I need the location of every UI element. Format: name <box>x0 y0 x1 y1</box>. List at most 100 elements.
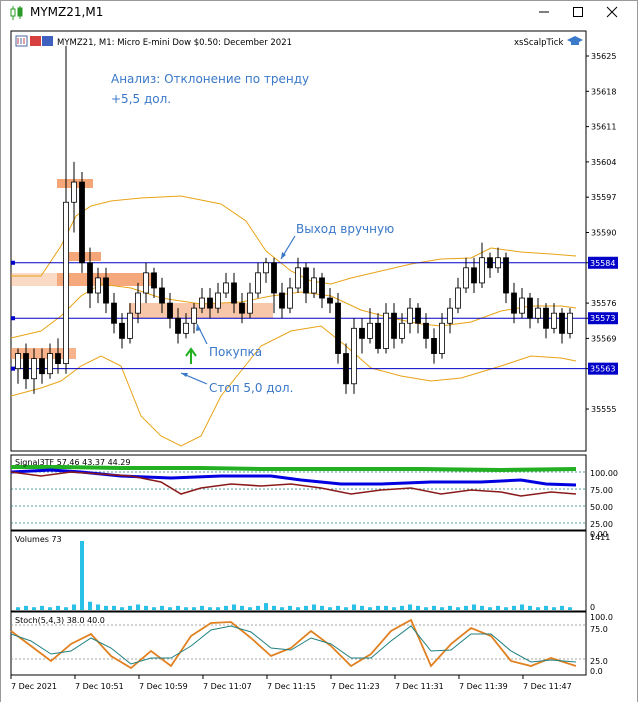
bull-candle <box>15 353 21 370</box>
volume-bar <box>24 605 28 610</box>
chart-type-icon[interactable] <box>15 35 28 47</box>
bull-candle <box>439 322 445 354</box>
time-label: 7 Dec 11:07 <box>203 682 252 691</box>
bear-candle <box>103 277 109 304</box>
volume-bar <box>456 607 460 610</box>
volume-bar <box>328 607 332 610</box>
price-tick-label: 35555 <box>591 405 616 414</box>
bull-candle <box>495 257 501 269</box>
volume-bar <box>184 607 188 610</box>
stop-label: Стоп 5,0 дол. <box>209 381 293 395</box>
bear-candle <box>175 317 181 334</box>
time-label: 7 Dec 10:59 <box>139 682 188 691</box>
analysis-value: +5,5 дол. <box>111 92 171 106</box>
bear-candle <box>151 272 157 289</box>
bear-candle <box>87 262 93 294</box>
volume-bar <box>440 607 444 610</box>
bull-candle <box>215 292 221 309</box>
close-icon <box>606 6 618 18</box>
bull-candle <box>95 277 101 294</box>
maximize-button[interactable] <box>561 1 595 23</box>
volume-bar <box>56 605 60 610</box>
volume-bar <box>424 607 428 610</box>
trade-panel-icon[interactable] <box>30 36 53 46</box>
volume-bar <box>352 604 356 610</box>
volume-bar <box>496 605 500 610</box>
volume-bar <box>480 605 484 610</box>
bull-candle <box>287 287 293 309</box>
volume-bar <box>152 607 156 610</box>
signal-tick-25: 25.00 <box>590 520 613 529</box>
buy-signal-arrowhead <box>185 347 197 357</box>
signal-red-line <box>10 471 577 497</box>
bear-candle <box>335 302 341 354</box>
volume-bar <box>16 607 20 610</box>
volume-bar <box>520 604 524 610</box>
volume-bar <box>40 605 44 610</box>
chart-info: MYMZ21, M1: Micro E-mini Dow $0.50: Dece… <box>57 38 292 48</box>
bull-candle <box>455 287 461 309</box>
volume-bar <box>280 607 284 610</box>
stoch-main-line <box>10 618 577 670</box>
volume-bar <box>304 605 308 610</box>
bear-candle <box>23 353 29 380</box>
volume-bar <box>392 607 396 610</box>
bull-candle <box>295 267 301 289</box>
time-label: 7 Dec 11:15 <box>267 682 316 691</box>
maximize-icon <box>573 7 583 17</box>
volume-bar <box>112 605 116 610</box>
volume-bar <box>104 605 108 610</box>
price-tick-label: 35569 <box>591 334 616 343</box>
price-tick-label: 35576 <box>591 299 616 308</box>
volume-bar <box>504 607 508 610</box>
volume-bar <box>128 605 132 610</box>
volume-bar <box>232 604 236 610</box>
bull-candle <box>143 272 149 294</box>
bear-candle <box>39 358 45 375</box>
stoch-pane <box>10 611 587 676</box>
volume-bar <box>176 605 180 610</box>
volume-tick-max: 1411 <box>590 533 610 542</box>
chart-area[interactable]: MYMZ21, M1: Micro E-mini Dow $0.50: Dece… <box>1 26 637 702</box>
volume-bar <box>208 607 212 610</box>
volume-bar <box>336 605 340 610</box>
bull-candle <box>367 322 373 339</box>
bear-candle <box>231 282 237 304</box>
analysis-text: Анализ: Отклонение по тренду <box>111 72 309 86</box>
signal-green-line <box>11 465 577 473</box>
time-label: 7 Dec 2021 <box>11 682 57 691</box>
bear-candle <box>55 353 61 365</box>
price-tick-label: 35563 <box>590 365 615 374</box>
window-title: MYMZ21,M1 <box>30 5 104 19</box>
buy-label: Покупка <box>209 345 262 359</box>
level-marker <box>11 316 15 321</box>
volume-bar <box>288 605 292 610</box>
time-label: 7 Dec 11:31 <box>395 682 444 691</box>
price-tick-label: 35611 <box>591 123 616 132</box>
bear-candle <box>527 297 533 319</box>
bear-candle <box>79 181 85 264</box>
minimize-button[interactable] <box>527 1 561 23</box>
close-button[interactable] <box>595 1 629 23</box>
volume-bar <box>224 605 228 610</box>
level-marker <box>11 260 15 265</box>
chart-canvas[interactable]: MYMZ21, M1: Micro E-mini Dow $0.50: Dece… <box>1 26 637 702</box>
bear-candle <box>327 297 333 304</box>
bull-candle <box>407 307 413 324</box>
bear-candle <box>159 287 165 304</box>
price-tick-label: 35618 <box>591 87 616 96</box>
expert-cap-icon[interactable] <box>567 36 583 45</box>
volume-bar <box>408 604 412 610</box>
bull-candle <box>31 358 37 380</box>
price-tick-label: 35597 <box>591 193 616 202</box>
bull-candle <box>255 272 261 294</box>
bear-candle <box>543 307 549 329</box>
volume-bar <box>200 605 204 610</box>
expert-name: xsScalpTick <box>514 38 563 48</box>
bear-candle <box>119 322 125 339</box>
volume-bar <box>88 601 92 610</box>
volume-bar <box>120 607 124 610</box>
bull-candle <box>551 312 557 329</box>
volume-bar <box>568 607 572 610</box>
